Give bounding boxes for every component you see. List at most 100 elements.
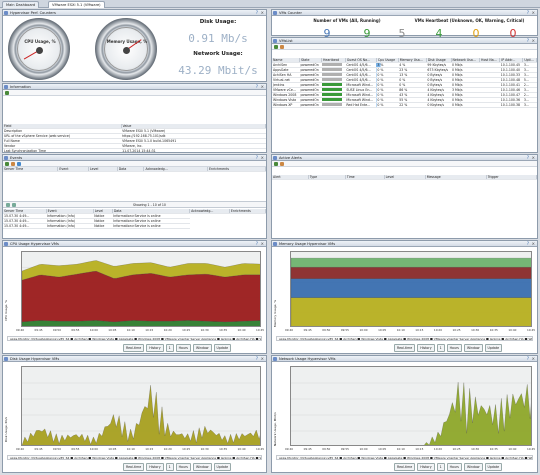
help-icon[interactable]: ? <box>526 155 529 160</box>
col-header[interactable]: Acknowledg... <box>189 209 230 215</box>
prev-page-icon[interactable] <box>12 203 16 207</box>
hours-select[interactable]: Hours <box>446 463 462 471</box>
window-select[interactable]: Window <box>463 344 483 352</box>
help-icon[interactable]: ? <box>255 155 258 160</box>
table-row[interactable]: ArchiSen poweredOn CentOS 4/5/6... 3 % 4 % 99… <box>272 62 537 69</box>
first-page-icon[interactable] <box>6 203 10 207</box>
realtime-radio[interactable]: Real-time <box>123 463 145 471</box>
history-radio[interactable]: History <box>146 463 164 471</box>
close-icon[interactable]: × <box>531 10 535 15</box>
history-radio[interactable]: History <box>146 344 164 352</box>
history-radio[interactable]: History <box>417 344 435 352</box>
table-row[interactable]: Last Synchronization Time 11.07.2014 15:4… <box>3 148 266 155</box>
col-header[interactable]: Event <box>57 167 89 173</box>
filter-icon[interactable] <box>17 162 21 166</box>
col-header-field[interactable]: Field <box>3 124 122 130</box>
help-icon[interactable]: ? <box>526 241 529 246</box>
refresh-icon[interactable] <box>274 162 278 166</box>
col-header[interactable]: Network Usa... <box>451 58 481 64</box>
col-header[interactable]: Server Time <box>3 167 59 173</box>
col-header[interactable]: Time <box>345 175 385 181</box>
col-header[interactable]: State <box>299 58 322 64</box>
window-select[interactable]: Window <box>192 344 212 352</box>
help-icon[interactable]: ? <box>526 10 529 15</box>
col-header[interactable]: Cpu Usage <box>376 58 399 64</box>
col-header[interactable]: Data <box>112 209 191 215</box>
refresh-icon[interactable] <box>5 162 9 166</box>
table-row[interactable]: Virtual-net poweredOn CentOS 4/5/6... 0 % 0 … <box>272 77 537 84</box>
close-icon[interactable]: × <box>531 155 535 160</box>
realtime-radio[interactable]: Real-time <box>394 463 416 471</box>
period-number-input[interactable]: 1 <box>165 344 174 352</box>
table-row[interactable]: Full Name VMware ESXi 5.1.0 build-1065491 <box>3 138 266 145</box>
close-icon[interactable]: × <box>531 356 535 361</box>
update-button[interactable]: Update <box>484 463 503 471</box>
table-row[interactable]: Windows XP poweredOn Red Hat Ente... 0 % 22 … <box>272 102 537 109</box>
help-icon[interactable]: ? <box>526 356 529 361</box>
col-header[interactable]: Alert <box>272 175 309 181</box>
period-number-input[interactable]: 1 <box>436 463 445 471</box>
help-icon[interactable]: ? <box>255 10 258 15</box>
col-header[interactable]: Heartbeat <box>321 58 346 64</box>
col-header[interactable]: Enrichments <box>229 209 267 215</box>
period-number-input[interactable]: 1 <box>436 344 445 352</box>
table-row[interactable]: AchiSen HA poweredOn CentOS 4/5/6... 0 % 13 … <box>272 72 537 79</box>
table-row[interactable]: Vendor VMware, Inc. <box>3 143 266 150</box>
close-icon[interactable]: × <box>260 84 264 89</box>
col-header[interactable]: Memory Usa... <box>398 58 427 64</box>
col-header[interactable]: Trigger <box>486 175 538 181</box>
col-header[interactable]: Enrichments <box>207 167 266 173</box>
table-row[interactable]: AppsGate poweredOn CentOS 4/5/6... 0 % 23 % 6… <box>272 67 537 74</box>
help-icon[interactable]: ? <box>255 356 258 361</box>
col-header[interactable]: Guest OS Na... <box>345 58 377 64</box>
close-icon[interactable]: × <box>260 10 264 15</box>
update-button[interactable]: Update <box>213 463 232 471</box>
col-header[interactable]: Level <box>384 175 426 181</box>
help-icon[interactable]: ? <box>526 38 529 43</box>
hours-select[interactable]: Hours <box>446 344 462 352</box>
update-button[interactable]: Update <box>213 344 232 352</box>
close-icon[interactable]: × <box>260 241 264 246</box>
tab-main-dashboard[interactable]: Main Dashboard <box>2 1 40 8</box>
help-icon[interactable]: ? <box>255 241 258 246</box>
col-header[interactable]: Data <box>117 167 145 173</box>
table-row[interactable]: 15.07.30 4:49... Information (Info) Notice… <box>3 213 266 220</box>
export-icon[interactable] <box>11 162 15 166</box>
help-icon[interactable]: ? <box>255 84 258 89</box>
history-radio[interactable]: History <box>417 463 435 471</box>
hours-select[interactable]: Hours <box>175 463 191 471</box>
col-header-value[interactable]: Value <box>121 124 267 130</box>
refresh-icon[interactable] <box>5 91 9 95</box>
window-select[interactable]: Window <box>463 463 483 471</box>
col-header[interactable]: Type <box>308 175 346 181</box>
close-icon[interactable]: × <box>531 241 535 246</box>
col-header[interactable]: Name <box>272 58 300 64</box>
col-header[interactable]: Host Na... <box>479 58 501 64</box>
col-header[interactable]: Level <box>93 209 113 215</box>
table-row[interactable]: Description VMware ESXi 5.1 (VMware) <box>3 128 266 135</box>
close-icon[interactable]: × <box>531 38 535 43</box>
table-row[interactable]: 15.07.30 4:49... Information (Info) Notice… <box>3 223 266 230</box>
col-header[interactable]: Event <box>46 209 94 215</box>
export-icon[interactable] <box>280 45 284 49</box>
col-header[interactable]: Server Time <box>3 209 47 215</box>
col-header[interactable]: Level <box>88 167 118 173</box>
col-header[interactable]: Message <box>425 175 487 181</box>
close-icon[interactable]: × <box>260 356 264 361</box>
table-row[interactable]: 15.07.30 4:49... Information (Info) Notice… <box>3 218 266 225</box>
refresh-icon[interactable] <box>274 45 278 49</box>
col-header[interactable]: IP Addr... <box>499 58 524 64</box>
table-row[interactable]: VMware vCe... poweredOn SUSE Linux En... 0 … <box>272 87 537 94</box>
period-number-input[interactable]: 1 <box>165 463 174 471</box>
col-header[interactable]: Upti... <box>522 58 537 64</box>
hours-select[interactable]: Hours <box>175 344 191 352</box>
window-select[interactable]: Window <box>192 463 212 471</box>
col-header[interactable]: Disk Usage <box>426 58 452 64</box>
realtime-radio[interactable]: Real-time <box>394 344 416 352</box>
acknowledge-icon[interactable] <box>280 162 284 166</box>
table-row[interactable]: Windows Vista poweredOn Microsoft Wind... 0… <box>272 97 537 104</box>
update-button[interactable]: Update <box>484 344 503 352</box>
col-header[interactable]: Acknowledg... <box>143 167 209 173</box>
table-row[interactable]: Windows 2008 poweredOn Microsoft Wind... 0 … <box>272 92 537 99</box>
table-row[interactable]: Jenkins poweredOn Microsoft Wind... 0 % 0 % 0… <box>272 82 537 89</box>
